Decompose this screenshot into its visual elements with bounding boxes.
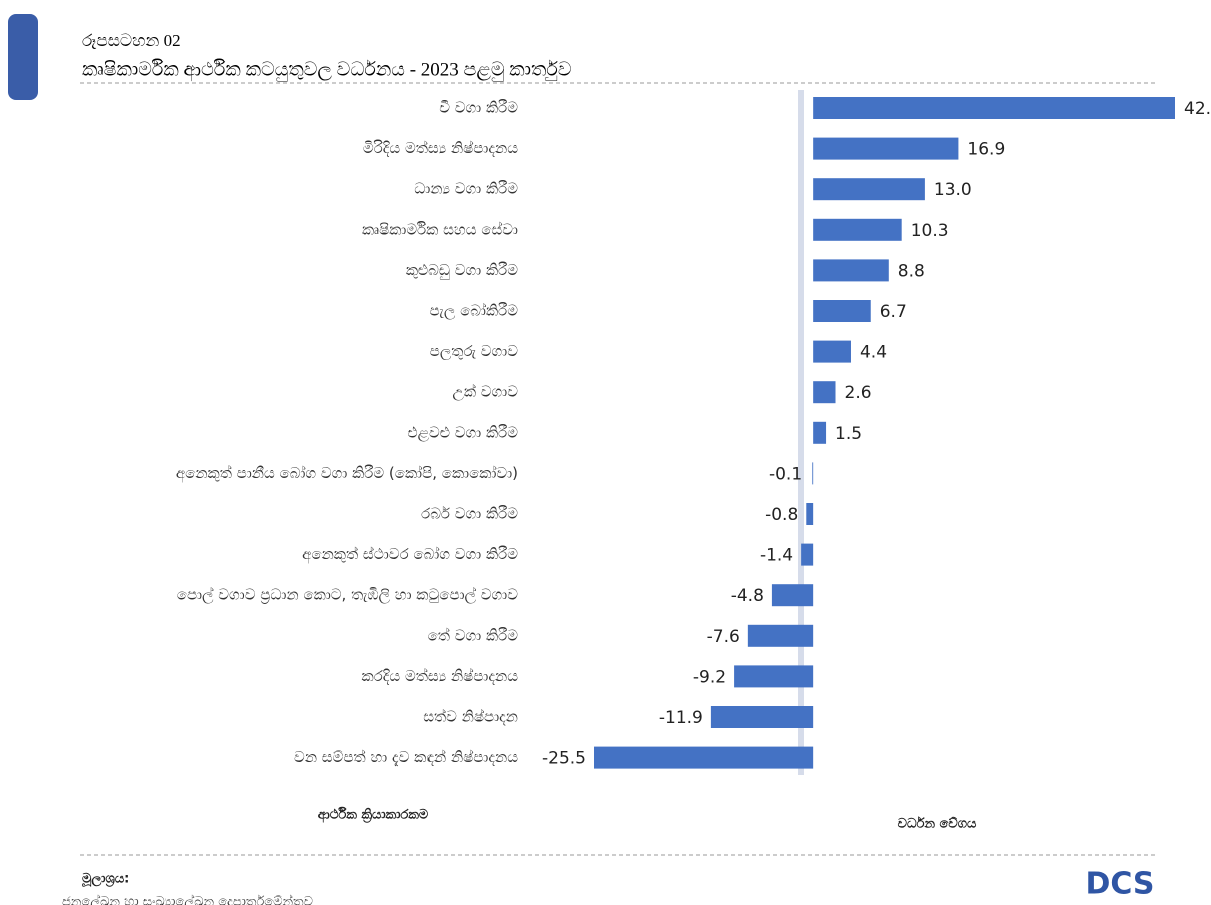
category-label: තේ වගා කිරීම <box>428 626 519 644</box>
bar <box>710 706 814 728</box>
bar <box>813 300 871 322</box>
category-label: වන සම්පත් හා දැව කඳන් නිෂ්පාදනය <box>294 748 518 767</box>
bar <box>747 624 814 647</box>
category-label: පලතුරු වගාව <box>430 342 519 360</box>
bar <box>801 543 814 566</box>
category-label: අනෙකුත් පානීය බෝග වගා කිරීම (කෝපි, කොකෝව… <box>176 464 518 483</box>
category-label: මිරිදිය මත්ස්‍ය නිෂ්පාදනය <box>363 139 518 157</box>
bar <box>813 178 925 201</box>
logo: DCS <box>1085 867 1154 902</box>
category-label: කෘෂිකාර්මික සහය සේවා <box>362 220 518 238</box>
bar <box>594 746 814 769</box>
value-label: -4.8 <box>731 586 764 606</box>
bar <box>806 503 814 525</box>
source: ජනලේඛන හා සංඛ්‍යාලේඛන දෙපාර්තමේන්තුව <box>62 893 313 905</box>
value-label: -25.5 <box>542 749 586 769</box>
value-label: 16.9 <box>967 140 1005 160</box>
category-label: පොල් වගාව ප්‍රධාන කොට, තැඹිලි හා කටුපොල්… <box>177 586 518 605</box>
zero-axis <box>798 90 804 775</box>
category-label: සත්ව නිෂ්පාදන <box>423 707 518 725</box>
category-label: අනෙකුත් ස්ථාවර බෝග වගා කිරීම <box>302 545 518 564</box>
bar <box>771 584 814 607</box>
category-label: ධාන්‍ය වගා කිරීම <box>414 180 518 198</box>
bar <box>813 421 827 444</box>
bar <box>813 218 902 241</box>
value-label: -9.2 <box>693 667 726 687</box>
bar <box>734 665 814 688</box>
category-label: වී වගා කිරීම <box>439 99 518 117</box>
value-label: -7.6 <box>707 627 740 647</box>
bar <box>813 259 889 282</box>
value-label: -11.9 <box>659 708 703 728</box>
value-label: 6.7 <box>880 302 907 322</box>
category-label: එළවළු වගා කිරීම <box>407 423 518 441</box>
category-label: උක් වගාව <box>452 383 518 401</box>
category-label: කුළුබඩු වගා කිරීම <box>406 261 518 280</box>
y-axis-label: ආර්ථික ක්‍රියාකාරකම <box>318 806 429 824</box>
bar <box>813 381 836 404</box>
value-label: 10.3 <box>911 221 949 241</box>
value-label: -0.8 <box>765 505 798 525</box>
figure-label: රූපසටහන 02 <box>82 31 181 50</box>
value-label: 2.6 <box>845 383 872 403</box>
source-label: මූලාශ්‍රය: <box>81 872 129 888</box>
value-label: 42.1 <box>1184 99 1211 119</box>
x-axis-label: වර්ධන වේගය <box>898 816 977 832</box>
value-label: 4.4 <box>860 343 887 363</box>
value-label: -0.1 <box>769 464 802 484</box>
category-label: පැල බෝකිරීම <box>430 302 519 320</box>
value-label: 13.0 <box>934 180 972 200</box>
value-label: -1.4 <box>760 546 793 566</box>
category-label: කරදිය මත්ස්‍ය නිෂ්පාදනය <box>362 667 519 685</box>
bar <box>813 340 851 363</box>
title-accent <box>8 14 38 100</box>
chart-title: කෘෂිකාර්මික ආර්ථික කටයුතුවල වර්ධනය - 202… <box>82 59 572 82</box>
value-label: 8.8 <box>898 261 925 281</box>
bar <box>813 137 959 160</box>
value-label: 1.5 <box>835 424 862 444</box>
bar <box>813 97 1175 119</box>
category-label: රබර් වගා කිරීම <box>421 505 518 523</box>
bar <box>812 462 814 485</box>
